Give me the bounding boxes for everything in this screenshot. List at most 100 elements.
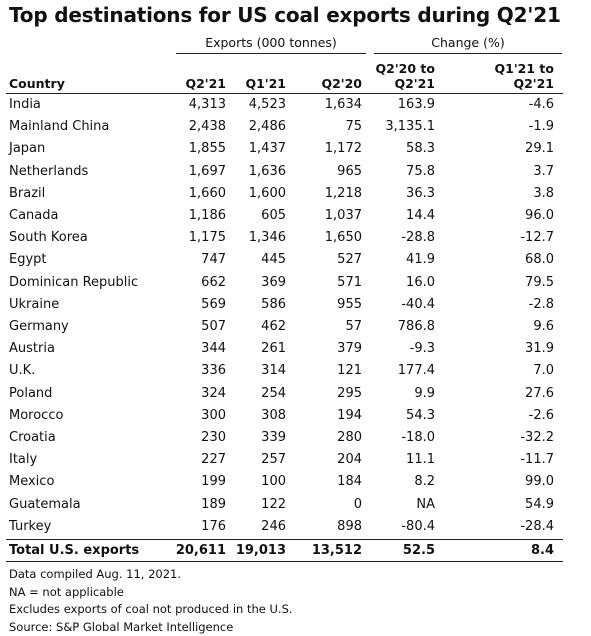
cell-q2-20: 121	[300, 363, 362, 378]
cell-q2-20: 13,512	[300, 543, 362, 558]
cell-q1-21: 369	[230, 275, 286, 290]
cell-q1-21: 1,600	[230, 186, 286, 201]
cell-change-q1-21-to-q2-21: 96.0	[490, 208, 554, 223]
group-rule-exports	[176, 53, 366, 54]
cell-q2-21: 1,186	[170, 208, 226, 223]
cell-change-q1-21-to-q2-21: 68.0	[490, 252, 554, 267]
cell-change-q1-21-to-q2-21: -32.2	[490, 430, 554, 445]
cell-country: South Korea	[9, 230, 169, 245]
cell-q2-20: 57	[300, 319, 362, 334]
cell-q1-21: 605	[230, 208, 286, 223]
footnotes: Data compiled Aug. 11, 2021. NA = not ap…	[9, 566, 293, 636]
cell-q2-20: 527	[300, 252, 362, 267]
cell-q1-21: 19,013	[230, 543, 286, 558]
cell-q2-21: 662	[170, 275, 226, 290]
cell-country: Japan	[9, 141, 169, 156]
cell-change-q1-21-to-q2-21: 9.6	[490, 319, 554, 334]
cell-q1-21: 100	[230, 474, 286, 489]
cell-q2-20: 295	[300, 386, 362, 401]
cell-q2-20: 75	[300, 119, 362, 134]
cell-q2-20: 194	[300, 408, 362, 423]
cell-country: Total U.S. exports	[9, 543, 169, 558]
cell-q2-21: 1,697	[170, 164, 226, 179]
cell-change-q1-21-to-q2-21: -2.8	[490, 297, 554, 312]
cell-q1-21: 261	[230, 341, 286, 356]
cell-q2-20: 280	[300, 430, 362, 445]
cell-change-q2-20-to-q2-21: 16.0	[370, 275, 435, 290]
cell-q2-21: 1,175	[170, 230, 226, 245]
cell-q1-21: 1,636	[230, 164, 286, 179]
cell-country: Guatemala	[9, 497, 169, 512]
column-header-change-q1-21-line2: Q2'21	[490, 76, 554, 91]
cell-change-q1-21-to-q2-21: 29.1	[490, 141, 554, 156]
cell-country: U.K.	[9, 363, 169, 378]
cell-q2-20: 184	[300, 474, 362, 489]
column-header-change-q1-21-line1: Q1'21 to	[490, 61, 554, 76]
cell-country: Brazil	[9, 186, 169, 201]
cell-change-q1-21-to-q2-21: -28.4	[490, 519, 554, 534]
cell-q2-21: 569	[170, 297, 226, 312]
cell-q2-20: 1,218	[300, 186, 362, 201]
cell-change-q1-21-to-q2-21: 7.0	[490, 363, 554, 378]
cell-q1-21: 246	[230, 519, 286, 534]
cell-q2-21: 189	[170, 497, 226, 512]
cell-change-q2-20-to-q2-21: 41.9	[370, 252, 435, 267]
cell-q2-20: 965	[300, 164, 362, 179]
cell-country: Turkey	[9, 519, 169, 534]
group-rule-change	[374, 53, 562, 54]
group-header-change: Change (%)	[374, 35, 562, 50]
cell-change-q2-20-to-q2-21: 786.8	[370, 319, 435, 334]
cell-change-q2-20-to-q2-21: 8.2	[370, 474, 435, 489]
cell-q2-21: 230	[170, 430, 226, 445]
cell-q1-21: 4,523	[230, 97, 286, 112]
column-header-q1-21: Q1'21	[230, 76, 286, 91]
cell-q2-21: 20,611	[170, 543, 226, 558]
cell-q1-21: 445	[230, 252, 286, 267]
footnote: Source: S&P Global Market Intelligence	[9, 619, 293, 636]
cell-q2-21: 336	[170, 363, 226, 378]
cell-q2-20: 955	[300, 297, 362, 312]
cell-country: Mexico	[9, 474, 169, 489]
cell-country: Egypt	[9, 252, 169, 267]
footnote: Data compiled Aug. 11, 2021.	[9, 566, 293, 584]
cell-q1-21: 257	[230, 452, 286, 467]
column-header-change-q2-20: Q2'20 to Q2'21	[370, 61, 435, 91]
cell-country: Italy	[9, 452, 169, 467]
cell-q1-21: 2,486	[230, 119, 286, 134]
cell-change-q2-20-to-q2-21: -40.4	[370, 297, 435, 312]
cell-country: Austria	[9, 341, 169, 356]
cell-q2-21: 324	[170, 386, 226, 401]
cell-change-q1-21-to-q2-21: 27.6	[490, 386, 554, 401]
cell-change-q2-20-to-q2-21: 11.1	[370, 452, 435, 467]
group-header-exports: Exports (000 tonnes)	[176, 35, 366, 50]
cell-change-q1-21-to-q2-21: 3.8	[490, 186, 554, 201]
table-title: Top destinations for US coal exports dur…	[9, 3, 561, 27]
cell-q1-21: 462	[230, 319, 286, 334]
cell-change-q2-20-to-q2-21: 177.4	[370, 363, 435, 378]
cell-change-q2-20-to-q2-21: 36.3	[370, 186, 435, 201]
cell-q2-21: 507	[170, 319, 226, 334]
total-rule	[6, 539, 563, 540]
cell-q2-20: 898	[300, 519, 362, 534]
cell-q2-21: 300	[170, 408, 226, 423]
cell-country: Mainland China	[9, 119, 169, 134]
cell-q2-20: 571	[300, 275, 362, 290]
cell-country: India	[9, 97, 169, 112]
cell-change-q1-21-to-q2-21: 8.4	[490, 543, 554, 558]
cell-change-q2-20-to-q2-21: 58.3	[370, 141, 435, 156]
